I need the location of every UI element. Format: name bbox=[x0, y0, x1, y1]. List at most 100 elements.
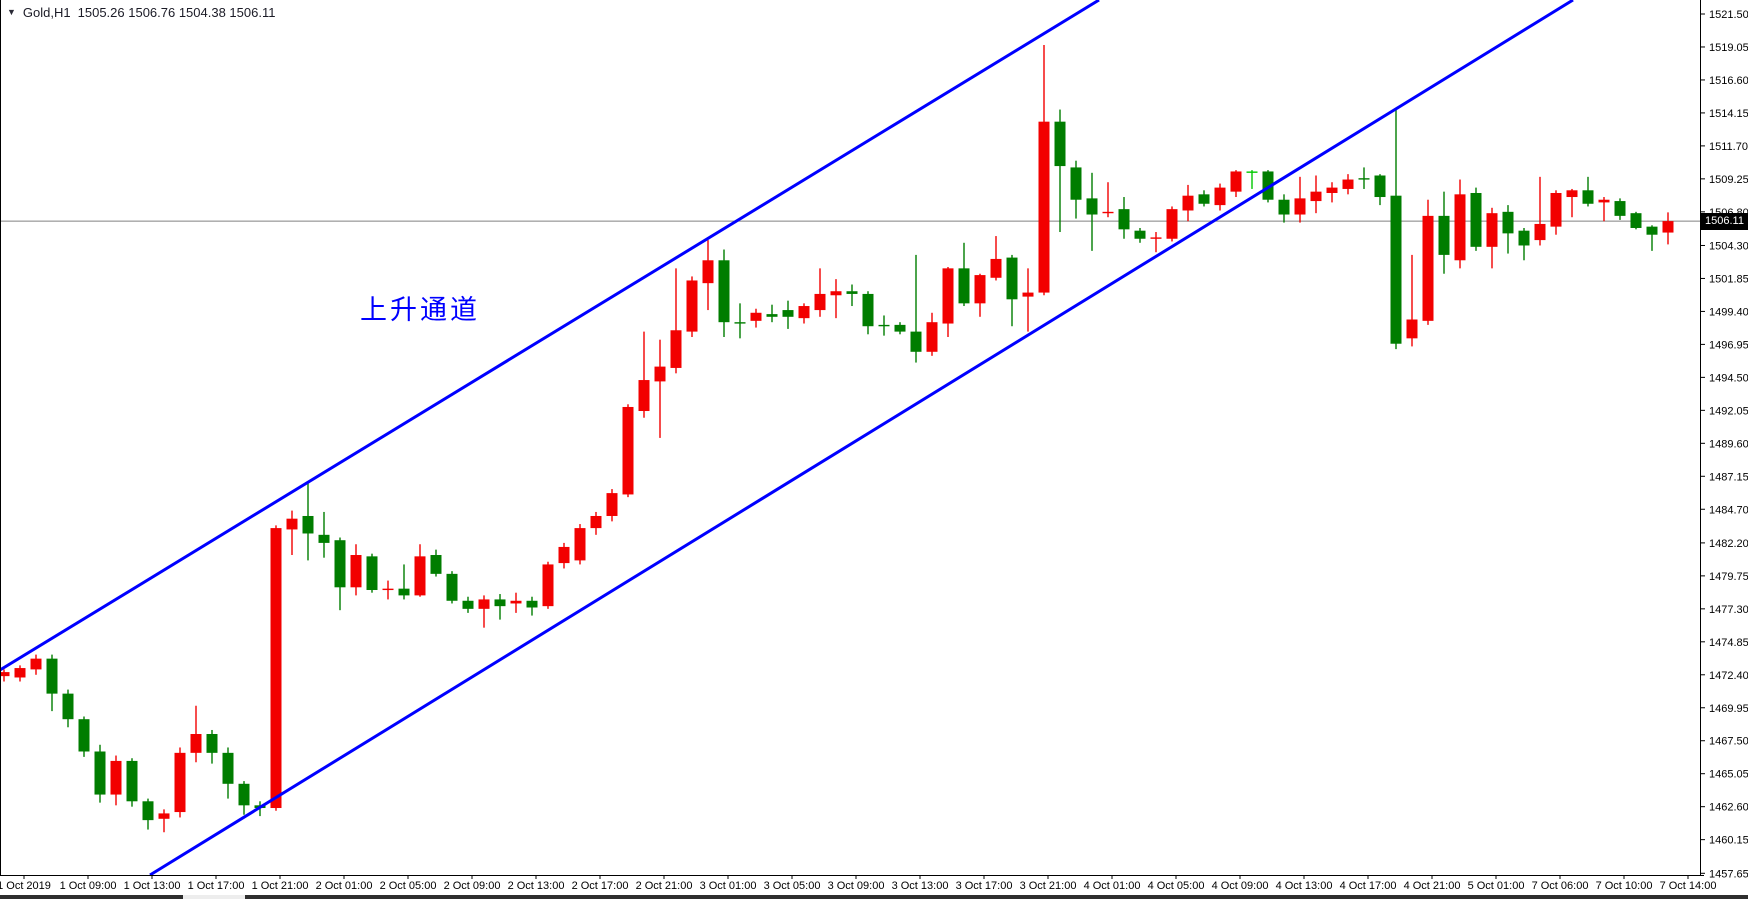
price-axis-label: 1460.15 bbox=[1709, 835, 1748, 847]
candle-body bbox=[1406, 319, 1418, 339]
candle-body bbox=[1518, 230, 1530, 246]
candle-body bbox=[1598, 199, 1610, 203]
candle-body bbox=[206, 734, 218, 753]
candle-body bbox=[1198, 194, 1210, 204]
time-axis-label: 4 Oct 09:00 bbox=[1212, 880, 1269, 892]
scrollbar-thumb[interactable] bbox=[183, 895, 245, 899]
candle-body bbox=[1502, 211, 1514, 234]
candle-body bbox=[174, 752, 186, 813]
candle-body bbox=[222, 752, 234, 784]
price-axis-labels: 1521.50 1519.05 1516.60 1514.15 1511.70 1509.… bbox=[1700, 9, 1748, 880]
candle-body bbox=[814, 293, 826, 311]
time-axis-label: 4 Oct 21:00 bbox=[1404, 880, 1461, 892]
candle-body bbox=[542, 564, 554, 607]
price-axis-label: 1467.50 bbox=[1709, 736, 1748, 748]
candle-body bbox=[1086, 198, 1098, 215]
candle-body bbox=[1566, 190, 1578, 198]
candle-body bbox=[766, 314, 778, 317]
price-axis-label: 1477.30 bbox=[1709, 604, 1748, 616]
candle-body bbox=[430, 555, 442, 574]
candle-body bbox=[94, 751, 106, 795]
channel-lower-trendline[interactable] bbox=[149, 0, 1574, 877]
price-axis-label: 1516.60 bbox=[1709, 75, 1748, 87]
time-axis-label: 2 Oct 05:00 bbox=[380, 880, 437, 892]
price-axis-label: 1519.05 bbox=[1709, 42, 1748, 54]
time-axis-label: 2 Oct 13:00 bbox=[508, 880, 565, 892]
time-axis-label: 3 Oct 01:00 bbox=[700, 880, 757, 892]
candle-body bbox=[1102, 211, 1114, 214]
candle-body bbox=[734, 322, 746, 324]
dropdown-triangle-icon[interactable]: ▼ bbox=[7, 7, 16, 17]
candle-body bbox=[878, 324, 890, 327]
horizontal-scrollbar[interactable] bbox=[0, 895, 1748, 899]
candle-body bbox=[1582, 190, 1594, 204]
price-axis-label: 1472.40 bbox=[1709, 670, 1748, 682]
candle-body bbox=[398, 588, 410, 596]
candle-body bbox=[702, 260, 714, 284]
price-axis-label: 1496.95 bbox=[1709, 339, 1748, 351]
candle-body bbox=[446, 573, 458, 601]
candle-body bbox=[910, 331, 922, 352]
candle-body bbox=[1438, 215, 1450, 255]
price-axis-label: 1487.15 bbox=[1709, 471, 1748, 483]
candle-body bbox=[1166, 209, 1178, 239]
price-axis-label: 1489.60 bbox=[1709, 438, 1748, 450]
candle-body bbox=[798, 306, 810, 319]
price-axis-label: 1509.25 bbox=[1709, 174, 1748, 186]
candle-body bbox=[62, 693, 74, 720]
time-axis-label: 1 Oct 13:00 bbox=[124, 880, 181, 892]
candle-body bbox=[494, 599, 506, 607]
time-axis-label: 1 Oct 21:00 bbox=[252, 880, 309, 892]
candle-body bbox=[366, 556, 378, 591]
price-axis-label: 1484.70 bbox=[1709, 504, 1748, 516]
time-axis-label: 4 Oct 01:00 bbox=[1084, 880, 1141, 892]
time-axis-label: 4 Oct 13:00 bbox=[1276, 880, 1333, 892]
candle-body bbox=[238, 783, 250, 806]
time-axis-label: 1 Oct 17:00 bbox=[188, 880, 245, 892]
time-axis-label: 3 Oct 13:00 bbox=[892, 880, 949, 892]
candle-body bbox=[1646, 226, 1658, 235]
candle-body bbox=[1454, 194, 1466, 261]
price-axis-label: 1479.75 bbox=[1709, 571, 1748, 583]
price-axis-label: 1494.50 bbox=[1709, 372, 1748, 384]
time-axis-label: 1 Oct 2019 bbox=[0, 880, 51, 892]
price-axis-label: 1501.85 bbox=[1709, 273, 1748, 285]
candle-body bbox=[1054, 121, 1066, 167]
time-axis-label: 4 Oct 17:00 bbox=[1340, 880, 1397, 892]
chart-title: ▼ Gold,H1 1505.26 1506.76 1504.38 1506.1… bbox=[7, 5, 275, 20]
time-axis-labels: 1 Oct 2019 1 Oct 09:00 1 Oct 13:00 1 Oct 17… bbox=[0, 875, 1716, 892]
price-axis-label: 1492.05 bbox=[1709, 405, 1748, 417]
price-axis-label: 1511.70 bbox=[1709, 141, 1748, 153]
time-axis-label: 2 Oct 17:00 bbox=[572, 880, 629, 892]
candle-body bbox=[718, 260, 730, 323]
channel-upper-trendline[interactable] bbox=[0, 0, 1100, 672]
candle-body bbox=[1534, 223, 1546, 241]
candle-body bbox=[110, 760, 122, 795]
candle-body bbox=[350, 555, 362, 588]
candle-body bbox=[1550, 192, 1562, 227]
candle-body bbox=[1342, 179, 1354, 189]
candle-body bbox=[382, 588, 394, 591]
candle-body bbox=[190, 734, 202, 753]
price-axis-label: 1469.95 bbox=[1709, 703, 1748, 715]
candle-body bbox=[638, 380, 650, 412]
candle-body bbox=[1422, 215, 1434, 321]
time-axis-label: 7 Oct 10:00 bbox=[1596, 880, 1653, 892]
candle-body bbox=[1374, 175, 1386, 198]
candle-body bbox=[1262, 171, 1274, 200]
candle-body bbox=[1470, 192, 1482, 247]
price-axis-label: 1457.65 bbox=[1709, 868, 1748, 880]
candle-body bbox=[942, 268, 954, 324]
candle-body bbox=[414, 556, 426, 596]
candle-body bbox=[590, 515, 602, 529]
candle-body bbox=[1070, 167, 1082, 200]
candle-body bbox=[78, 719, 90, 752]
candle-body bbox=[526, 600, 538, 608]
candle-body bbox=[318, 534, 330, 543]
candle-body bbox=[1614, 201, 1626, 216]
candle-body bbox=[1214, 187, 1226, 206]
symbol-period-label: Gold,H1 bbox=[22, 5, 71, 20]
candle-body bbox=[302, 515, 314, 534]
